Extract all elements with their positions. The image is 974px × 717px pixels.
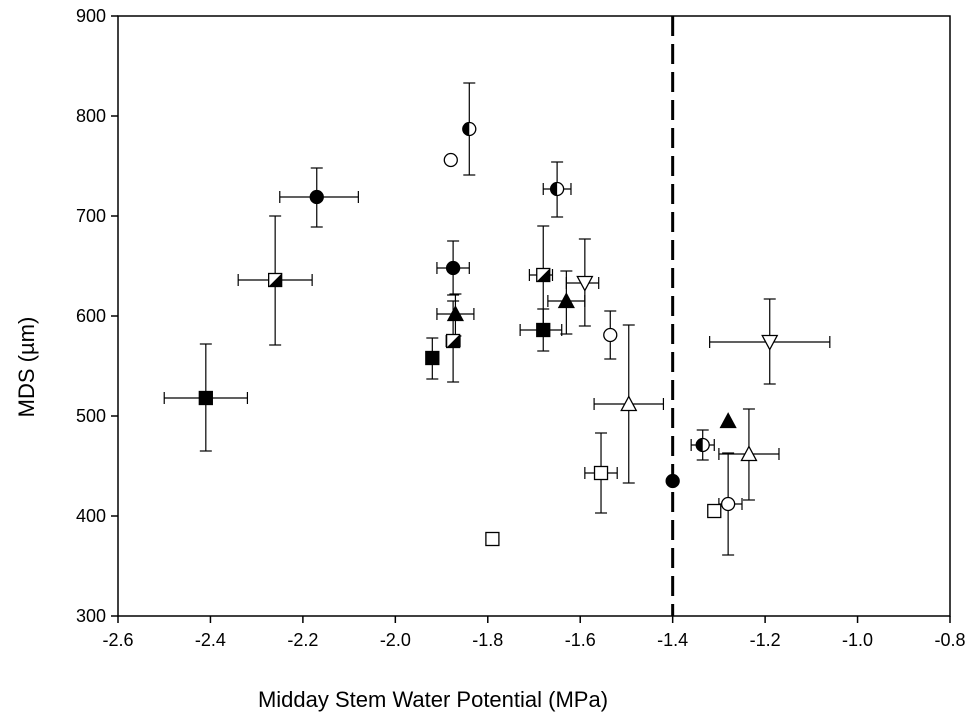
x-tick-label: -1.4 (657, 630, 688, 650)
x-axis-title: Midday Stem Water Potential (MPa) (258, 687, 608, 712)
data-point (462, 121, 477, 137)
data-point (593, 465, 609, 481)
x-tick-label: -1.6 (565, 630, 596, 650)
circle-filled-marker (445, 260, 461, 276)
square-filled-marker (198, 390, 213, 406)
data-point (665, 473, 680, 489)
square-open-marker (593, 465, 609, 481)
square-open-marker (485, 531, 500, 547)
data-point (707, 503, 722, 519)
x-tick-label: -1.2 (750, 630, 781, 650)
circle-half-fill (550, 182, 558, 196)
circle-filled-marker (665, 473, 680, 489)
triangle-down-open-marker (576, 275, 594, 292)
triangle-filled-marker (446, 305, 465, 322)
square-open-marker (707, 503, 722, 519)
error-bars (163, 82, 831, 556)
data-point (443, 152, 458, 168)
data-point (485, 531, 500, 547)
triangle-down-open-marker (761, 334, 779, 351)
data-point (695, 437, 710, 453)
data-point (268, 272, 283, 288)
triangle-open-marker (740, 445, 758, 462)
data-point (536, 267, 551, 283)
data-point (557, 292, 575, 309)
data-point (425, 350, 440, 366)
square-filled-marker (425, 350, 440, 366)
y-tick-label: 900 (76, 6, 106, 26)
data-point (719, 412, 737, 429)
x-tick-label: -1.0 (842, 630, 873, 650)
y-tick-label: 400 (76, 506, 106, 526)
triangle-filled-marker (557, 292, 575, 309)
triangle-filled-marker (719, 412, 737, 429)
data-point (620, 395, 638, 412)
data-point (740, 445, 758, 462)
x-tick-label: -1.8 (472, 630, 503, 650)
y-tick-label: 300 (76, 606, 106, 626)
circle-open-marker (443, 152, 458, 168)
circle-filled-marker (309, 189, 324, 205)
y-tick-label: 600 (76, 306, 106, 326)
data-point (198, 390, 213, 406)
circle-open-marker (603, 327, 618, 343)
square-half-fill (536, 268, 550, 282)
square-half-fill (268, 273, 282, 287)
triangle-open-marker (620, 395, 638, 412)
data-point (761, 334, 779, 351)
x-tick-label: -2.4 (195, 630, 226, 650)
x-tick-label: -2.0 (380, 630, 411, 650)
circle-half-fill (696, 438, 703, 452)
square-filled-marker (536, 322, 551, 338)
data-point (309, 189, 324, 205)
circle-open-marker (720, 496, 736, 512)
y-tick-label: 700 (76, 206, 106, 226)
y-tick-label: 800 (76, 106, 106, 126)
y-tick-label: 500 (76, 406, 106, 426)
y-axis-title: MDS (µm) (14, 317, 39, 418)
data-point (536, 322, 551, 338)
x-tick-label: -2.6 (102, 630, 133, 650)
data-point (576, 275, 594, 292)
circle-half-fill (462, 122, 470, 136)
data-point (720, 496, 736, 512)
data-point (549, 181, 565, 197)
data-point (445, 333, 461, 349)
data-point (446, 305, 465, 322)
x-tick-label: -2.2 (287, 630, 318, 650)
data-points (198, 121, 779, 547)
plot-frame (117, 15, 951, 617)
x-tick-label: -0.8 (934, 630, 965, 650)
data-point (445, 260, 461, 276)
square-half-fill (446, 334, 460, 348)
axes: -2.6 -2.4 -2.2 -2.0 -1.8 -1.6 -1.4 -1.2 -1.0 -0.8… (76, 6, 966, 650)
data-point (603, 327, 618, 343)
